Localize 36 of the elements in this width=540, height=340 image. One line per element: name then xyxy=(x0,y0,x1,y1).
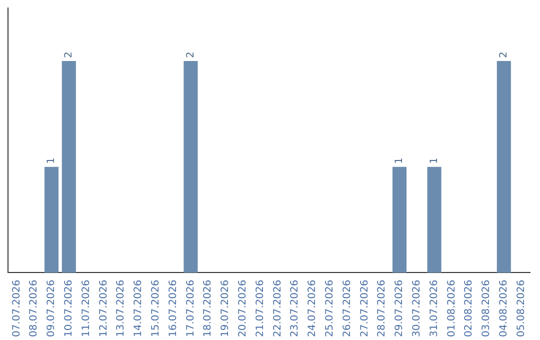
data-label: 1 xyxy=(394,157,406,164)
x-tick-label: 31.07.2026 xyxy=(428,280,440,338)
x-tick-label: 09.07.2026 xyxy=(46,280,58,338)
x-tick-label: 29.07.2026 xyxy=(394,280,406,338)
x-tick-label: 17.07.2026 xyxy=(185,280,196,338)
x-tick-label: 11.07.2026 xyxy=(80,280,92,338)
data-label: 2 xyxy=(185,52,196,58)
data-label: 1 xyxy=(46,157,58,164)
x-tick-label: 18.07.2026 xyxy=(202,280,214,338)
x-tick-label: 19.07.2026 xyxy=(220,280,232,338)
x-tick-label: 01.08.2026 xyxy=(446,280,458,338)
x-tick-label: 04.08.2026 xyxy=(498,280,510,338)
x-tick-label: 05.08.2026 xyxy=(516,280,527,338)
x-tick-label: 08.07.2026 xyxy=(28,280,40,338)
x-tick-label: 30.07.2026 xyxy=(411,280,422,338)
x-tick-label: 03.08.2026 xyxy=(481,280,492,338)
x-tick-label: 07.07.2026 xyxy=(11,280,22,338)
x-tick-label: 13.07.2026 xyxy=(116,280,127,338)
x-tick-label: 27.07.2026 xyxy=(359,280,370,338)
x-tick-label: 25.07.2026 xyxy=(324,280,336,338)
data-label: 2 xyxy=(63,52,74,58)
x-tick-label: 23.07.2026 xyxy=(290,280,301,338)
x-tick-label: 24.07.2026 xyxy=(307,280,318,338)
data-label: 1 xyxy=(428,157,440,164)
x-tick-label: 16.07.2026 xyxy=(168,280,179,338)
x-tick-label: 28.07.2026 xyxy=(376,280,388,338)
x-tick-label: 15.07.2026 xyxy=(150,280,162,338)
x-tick-label: 02.08.2026 xyxy=(464,280,475,338)
x-tick-label: 26.07.2026 xyxy=(342,280,353,338)
data-label: 2 xyxy=(498,52,510,58)
x-tick-label: 12.07.2026 xyxy=(98,280,110,338)
x-tick-label: 10.07.2026 xyxy=(63,280,74,338)
x-tick-label: 21.07.2026 xyxy=(254,280,266,338)
x-tick-label: 14.07.2026 xyxy=(133,280,144,338)
x-tick-label: 22.07.2026 xyxy=(272,280,284,338)
x-tick-label: 20.07.2026 xyxy=(237,280,248,338)
